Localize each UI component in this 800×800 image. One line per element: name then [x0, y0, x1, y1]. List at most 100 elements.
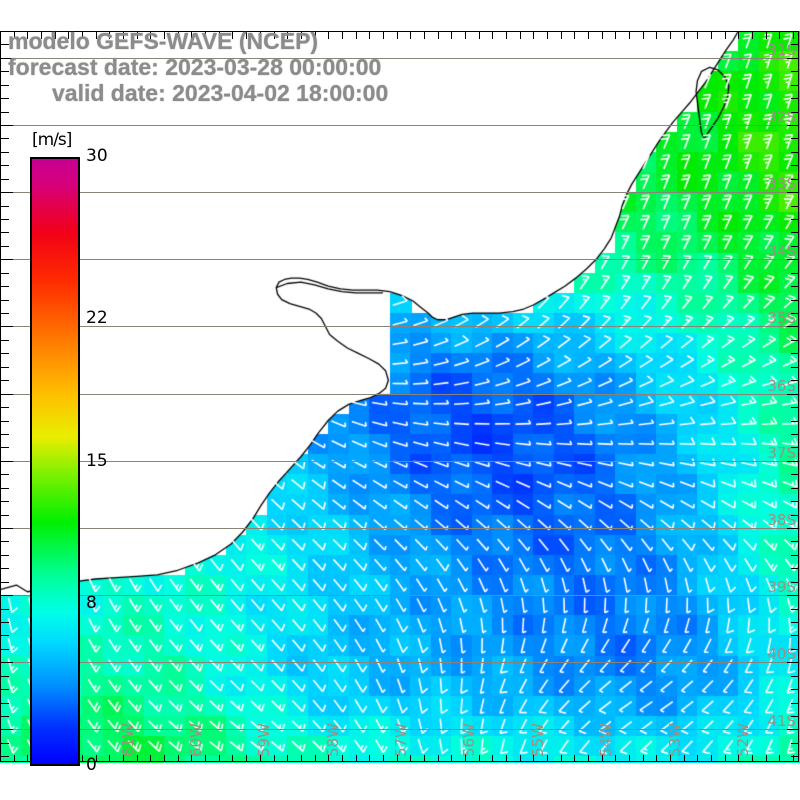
tick-bottom: [260, 755, 261, 762]
tick-top: [711, 32, 712, 39]
tick-top: [588, 32, 589, 39]
tick-right: [791, 232, 799, 233]
tick-left: [1, 85, 9, 86]
tick-bottom: [725, 755, 726, 762]
tick-top: [479, 32, 480, 39]
tick-left: [1, 326, 13, 327]
tick-bottom: [793, 755, 794, 762]
tick-left: [1, 635, 9, 636]
tick-bottom: [164, 755, 165, 762]
tick-top: [109, 32, 110, 39]
tick-left: [1, 595, 13, 596]
tick-left: [1, 716, 9, 717]
tick-right: [791, 273, 799, 274]
latitude-label: 33S: [767, 175, 796, 194]
tick-top: [315, 32, 316, 39]
tick-right: [791, 340, 799, 341]
tick-top: [41, 32, 42, 39]
tick-bottom: [14, 755, 15, 762]
tick-left: [1, 609, 9, 610]
tick-right: [791, 716, 799, 717]
tick-bottom: [109, 755, 110, 762]
tick-top: [356, 32, 357, 39]
tick-left: [1, 729, 13, 730]
tick-bottom: [670, 755, 671, 762]
gridline-parallel: [0, 58, 800, 59]
longitude-label: 59W: [255, 723, 274, 757]
tick-top: [725, 32, 726, 39]
tick-right: [791, 541, 799, 542]
tick-bottom: [0, 755, 1, 762]
tick-right: [791, 300, 799, 301]
tick-right: [791, 407, 799, 408]
tick-left: [1, 179, 9, 180]
tick-top: [164, 32, 165, 39]
tick-bottom: [219, 755, 220, 762]
tick-right: [791, 568, 799, 569]
latitude-label: 38S: [767, 510, 796, 529]
longitude-label: 57W: [392, 723, 411, 757]
tick-left: [1, 756, 9, 757]
tick-left: [1, 340, 9, 341]
tick-left: [1, 622, 9, 623]
tick-bottom: [369, 755, 370, 762]
tick-right: [791, 676, 799, 677]
tick-left: [1, 71, 9, 72]
tick-top: [752, 32, 753, 39]
tick-bottom: [684, 755, 685, 762]
tick-left: [1, 192, 13, 193]
latitude-label: 31S: [767, 40, 796, 59]
tick-left: [1, 206, 9, 207]
colorbar-units-label: [m/s]: [32, 130, 72, 150]
tick-left: [1, 286, 9, 287]
colorbar-tick-label: 30: [86, 146, 108, 166]
tick-top: [738, 32, 739, 39]
tick-bottom: [465, 755, 466, 762]
gridline-parallel: [0, 125, 800, 126]
tick-bottom: [533, 755, 534, 762]
tick-top: [150, 32, 151, 39]
tick-top: [656, 32, 657, 39]
tick-bottom: [588, 755, 589, 762]
tick-top: [629, 32, 630, 39]
tick-right: [787, 461, 799, 462]
tick-right: [791, 286, 799, 287]
tick-right: [791, 488, 799, 489]
tick-bottom: [383, 755, 384, 762]
model-title: modelo GEFS-WAVE (NCEP): [8, 28, 319, 54]
tick-bottom: [232, 755, 233, 762]
tick-top: [766, 32, 767, 39]
tick-top: [287, 32, 288, 39]
tick-left: [1, 232, 9, 233]
colorbar-tick-label: 22: [86, 308, 108, 329]
tick-left: [1, 541, 9, 542]
tick-right: [791, 179, 799, 180]
tick-bottom: [410, 755, 411, 762]
tick-top: [137, 32, 138, 39]
tick-bottom: [438, 755, 439, 762]
tick-right: [787, 259, 799, 260]
tick-right: [791, 98, 799, 99]
tick-left: [1, 649, 9, 650]
tick-left: [1, 300, 9, 301]
tick-bottom: [451, 755, 452, 762]
tick-bottom: [561, 755, 562, 762]
tick-left: [1, 555, 9, 556]
tick-right: [791, 447, 799, 448]
tick-bottom: [27, 755, 28, 762]
tick-left: [1, 259, 13, 260]
gridline-parallel: [0, 461, 800, 462]
tick-top: [82, 32, 83, 39]
tick-bottom: [492, 755, 493, 762]
tick-top: [328, 32, 329, 39]
tick-bottom: [615, 755, 616, 762]
tick-top: [246, 32, 247, 39]
tick-right: [787, 125, 799, 126]
tick-right: [787, 528, 799, 529]
gridline-parallel: [0, 729, 800, 730]
tick-bottom: [602, 755, 603, 762]
tick-bottom: [629, 755, 630, 762]
coastline-and-wind-barbs: [0, 31, 800, 763]
tick-top: [260, 32, 261, 39]
